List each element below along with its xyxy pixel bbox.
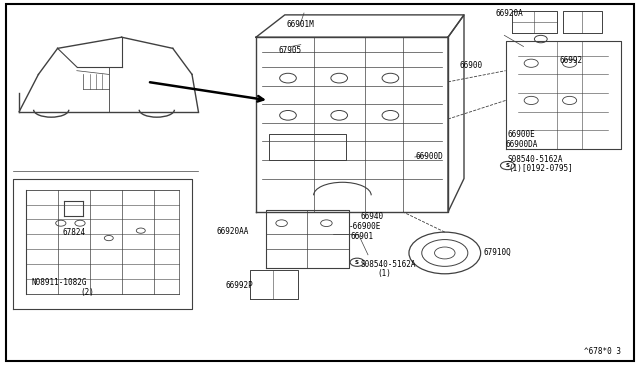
Text: 67824: 67824 (63, 228, 86, 237)
Text: 66992P: 66992P (226, 281, 253, 290)
Text: N08911-1082G: N08911-1082G (32, 278, 88, 287)
Text: 67905: 67905 (278, 46, 301, 55)
Text: 67910Q: 67910Q (483, 248, 511, 257)
Text: S08540-5162A: S08540-5162A (360, 260, 416, 269)
Text: 66900: 66900 (460, 61, 483, 70)
Text: 66920A: 66920A (496, 9, 524, 18)
Text: (2): (2) (80, 288, 94, 296)
Text: (1)[0192-0795]: (1)[0192-0795] (509, 164, 573, 173)
Text: 66900E: 66900E (508, 130, 535, 139)
Text: 66920AA: 66920AA (216, 227, 249, 236)
Text: 66901: 66901 (351, 232, 374, 241)
Text: 66900DA: 66900DA (506, 140, 538, 149)
Text: 66992: 66992 (559, 56, 582, 65)
Text: S: S (355, 260, 359, 265)
Text: S08540-5162A: S08540-5162A (508, 155, 563, 164)
Text: (1): (1) (378, 269, 392, 278)
Text: ^678*0 3: ^678*0 3 (584, 347, 621, 356)
Text: -66900E: -66900E (349, 222, 381, 231)
Text: 66940: 66940 (360, 212, 383, 221)
Text: 66900D: 66900D (416, 152, 444, 161)
Text: S: S (506, 163, 509, 168)
Text: 66901M: 66901M (287, 20, 314, 29)
